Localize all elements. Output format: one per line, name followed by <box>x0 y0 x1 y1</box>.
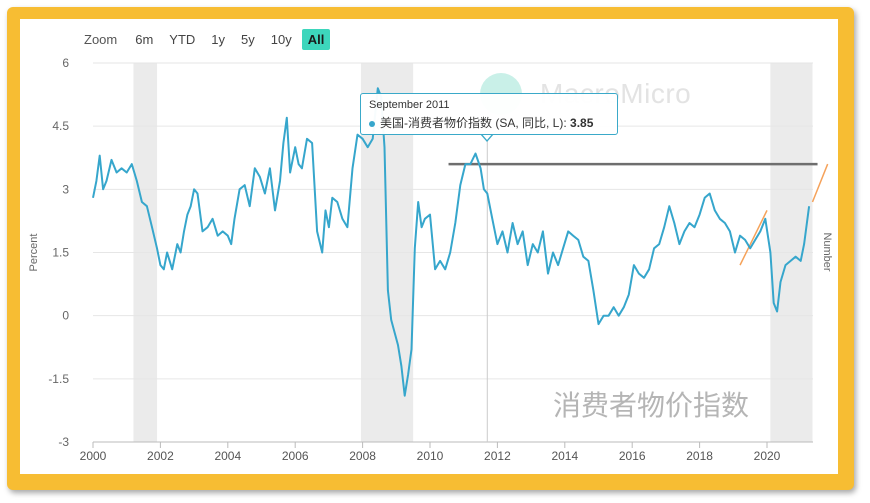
series-dot-icon <box>369 120 375 127</box>
zoom-1y-button[interactable]: 1y <box>211 31 226 47</box>
y-tick-label: -1.5 <box>48 372 69 386</box>
zoom-10y-button[interactable]: 10y <box>270 31 292 47</box>
y-tick-label: -3 <box>58 435 69 449</box>
trend-line <box>811 163 829 203</box>
x-tick-label: 2014 <box>551 449 578 463</box>
x-tick-label: 2012 <box>484 449 511 463</box>
series-watermark: 消费者物价指数 <box>553 389 750 422</box>
tooltip-pointer-inner <box>481 133 493 140</box>
hover-tooltip: September 2011 美国-消费者物价指数 (SA, 同比, L): 3… <box>360 93 618 135</box>
x-tick-label: 2020 <box>754 449 781 463</box>
x-tick-label: 2016 <box>619 449 646 463</box>
y-tick-label: 3 <box>62 182 69 196</box>
y-axis-label: Percent <box>28 234 40 272</box>
x-tick-label: 2018 <box>686 449 713 463</box>
x-tick-label: 2010 <box>417 449 444 463</box>
zoom-6m-button[interactable]: 6m <box>135 31 154 47</box>
y2-axis-label: Number <box>821 232 833 271</box>
zoom-all-button[interactable]: All <box>301 28 331 50</box>
tooltip-row: 美国-消费者物价指数 (SA, 同比, L): 3.85 <box>369 114 609 131</box>
y-tick-label: 6 <box>62 56 69 70</box>
x-tick-label: 2008 <box>349 449 376 463</box>
x-tick-label: 2004 <box>214 449 241 463</box>
tooltip-series-label: 美国-消费者物价指数 (SA, 同比, L): <box>380 116 571 130</box>
y-tick-label: 4.5 <box>52 119 69 133</box>
zoom-ytd-button[interactable]: YTD <box>169 31 196 47</box>
zoom-5y-button[interactable]: 5y <box>241 31 255 47</box>
x-tick-label: 2006 <box>282 449 309 463</box>
series-line <box>92 87 811 397</box>
y-tick-label: 0 <box>62 309 69 323</box>
y-tick-label: 1.5 <box>52 246 69 260</box>
x-tick-label: 2002 <box>147 449 174 463</box>
zoom-label: Zoom <box>84 31 118 47</box>
zoom-toolbar: Zoom 6m YTD 1y 5y 10y All <box>84 27 334 51</box>
trend-line <box>739 210 768 266</box>
tooltip-value: 3.85 <box>570 116 594 130</box>
tooltip-date: September 2011 <box>369 99 450 111</box>
x-tick-label: 2000 <box>80 449 107 463</box>
